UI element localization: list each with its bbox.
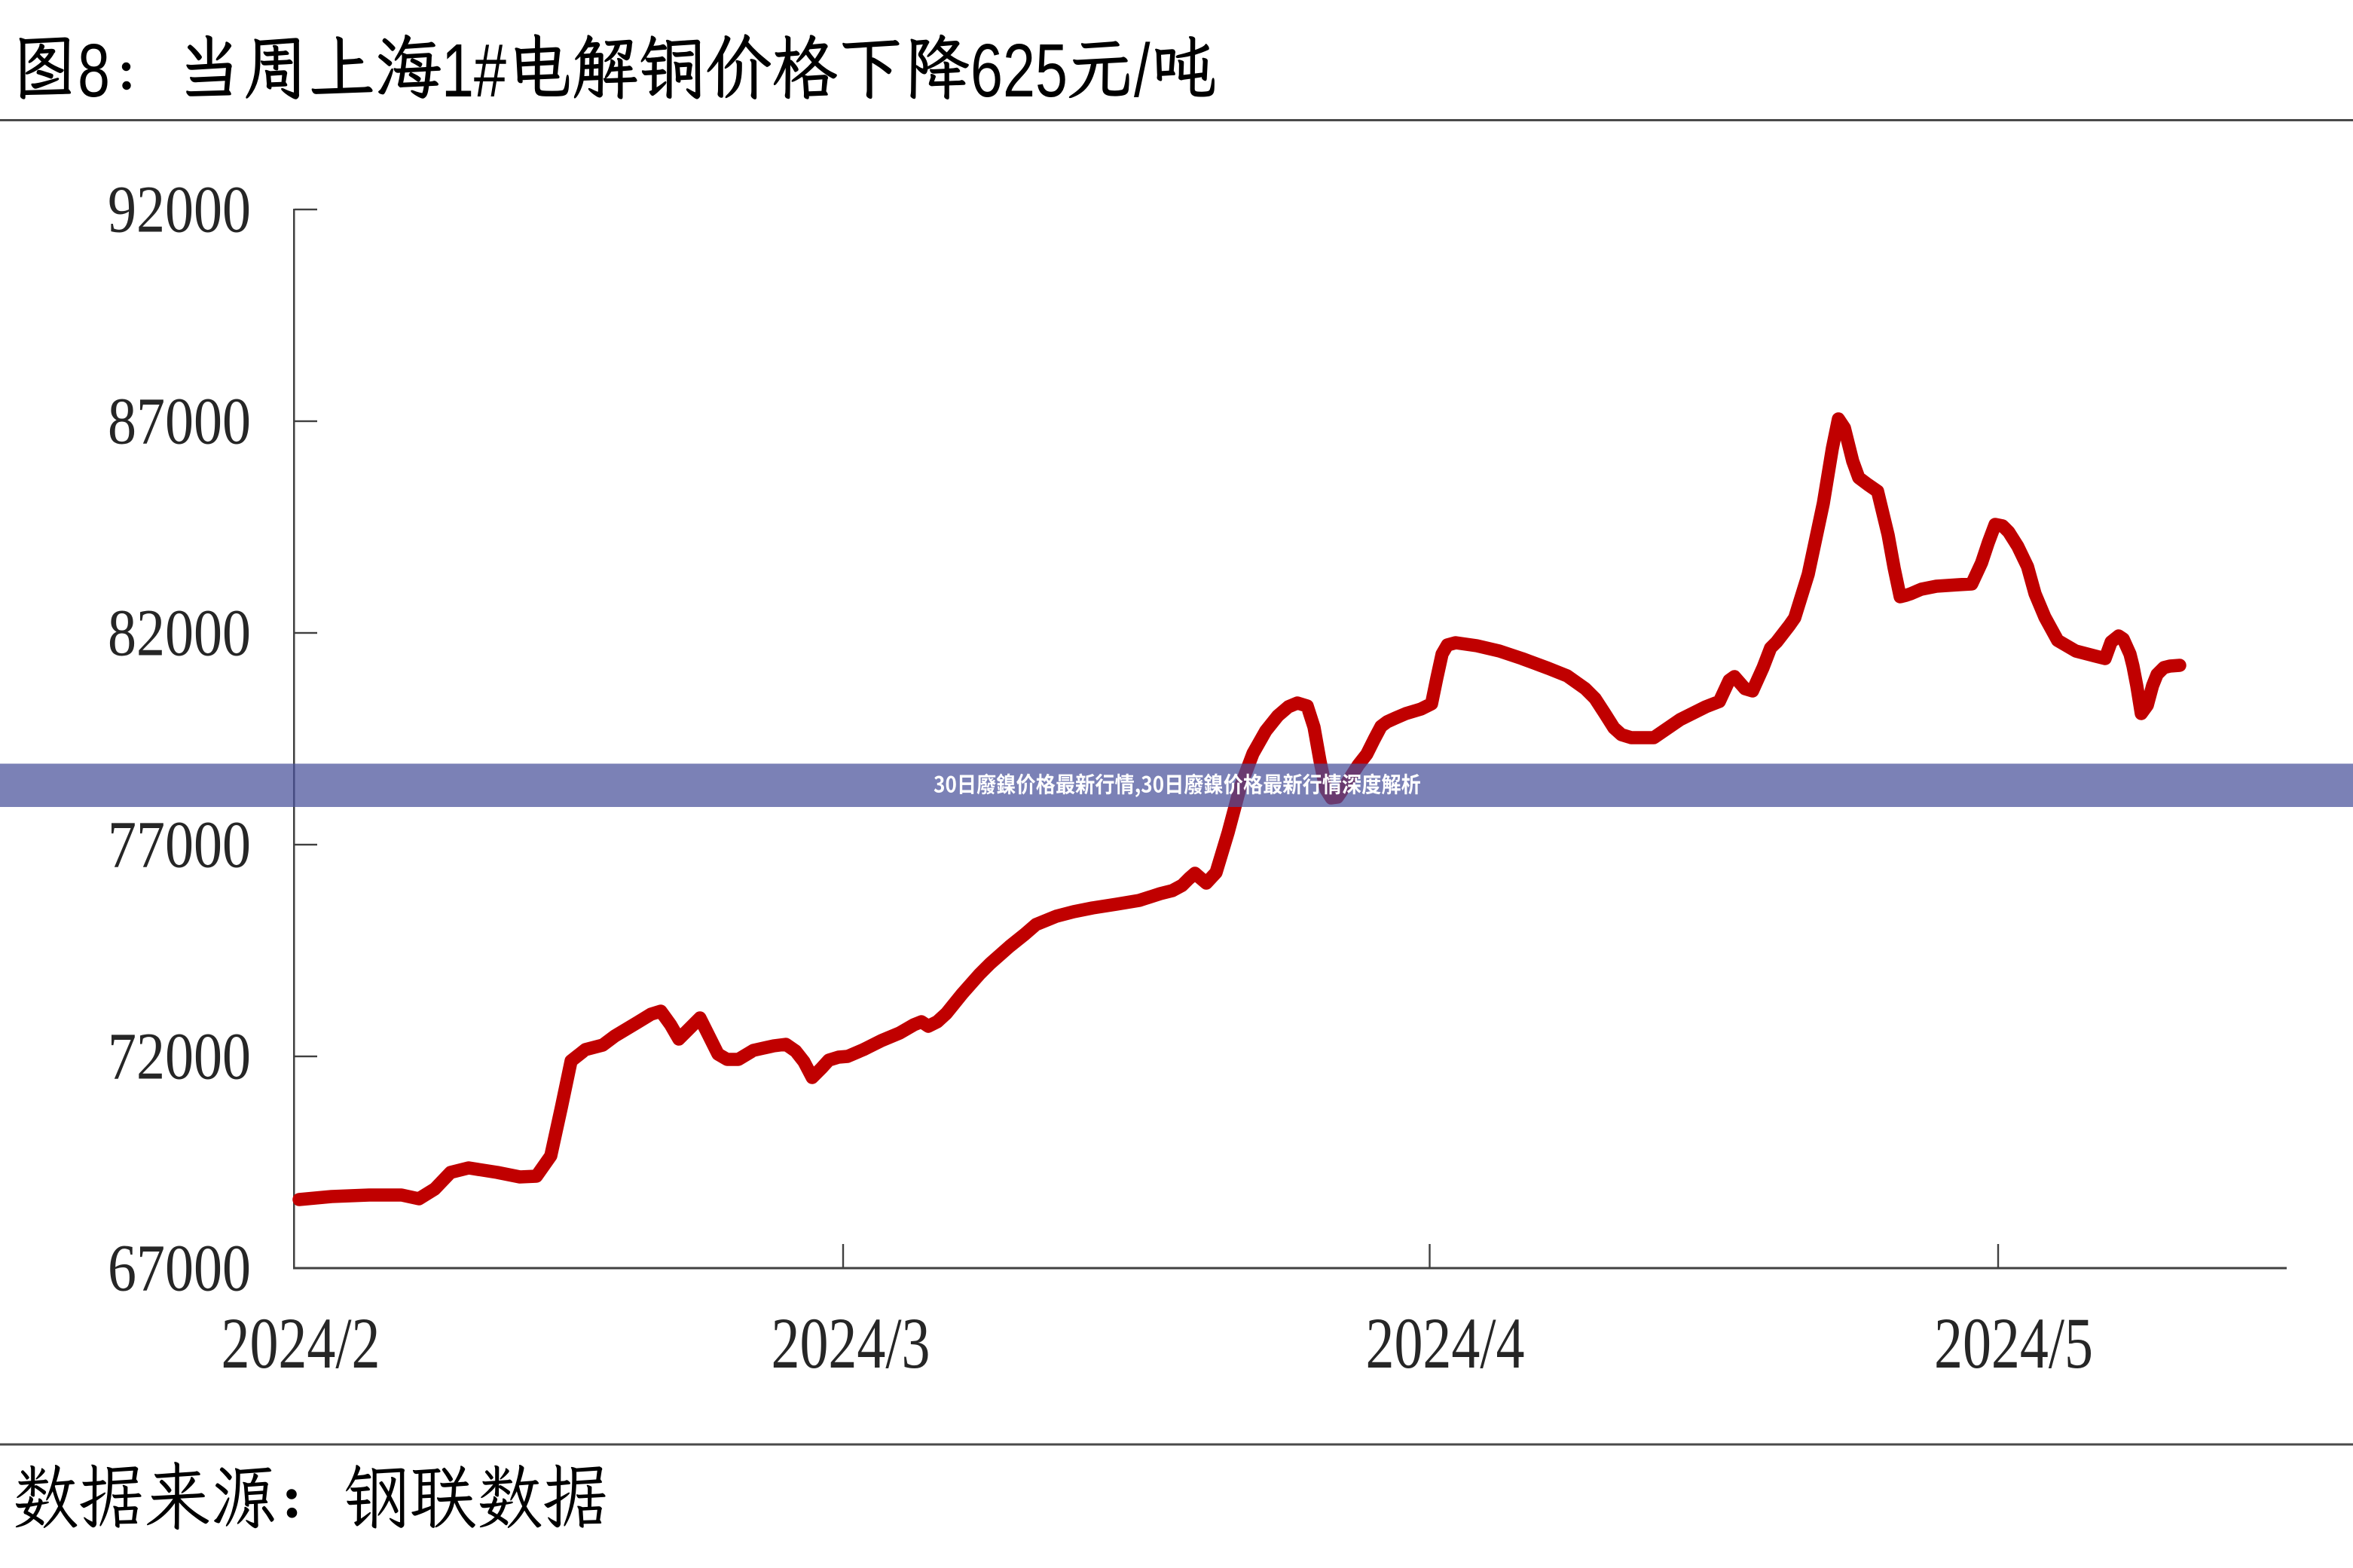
svg-text:2024/4: 2024/4 <box>1365 1303 1524 1383</box>
svg-text:72000: 72000 <box>108 1019 251 1093</box>
svg-text:2024/3: 2024/3 <box>771 1303 930 1383</box>
svg-text:2024/5: 2024/5 <box>1934 1303 2093 1383</box>
svg-text:2024/2: 2024/2 <box>221 1303 380 1383</box>
svg-text:82000: 82000 <box>108 595 251 670</box>
svg-text:77000: 77000 <box>108 807 251 882</box>
svg-text:67000: 67000 <box>108 1230 251 1305</box>
svg-text:87000: 87000 <box>108 384 251 458</box>
svg-text:92000: 92000 <box>108 172 251 246</box>
